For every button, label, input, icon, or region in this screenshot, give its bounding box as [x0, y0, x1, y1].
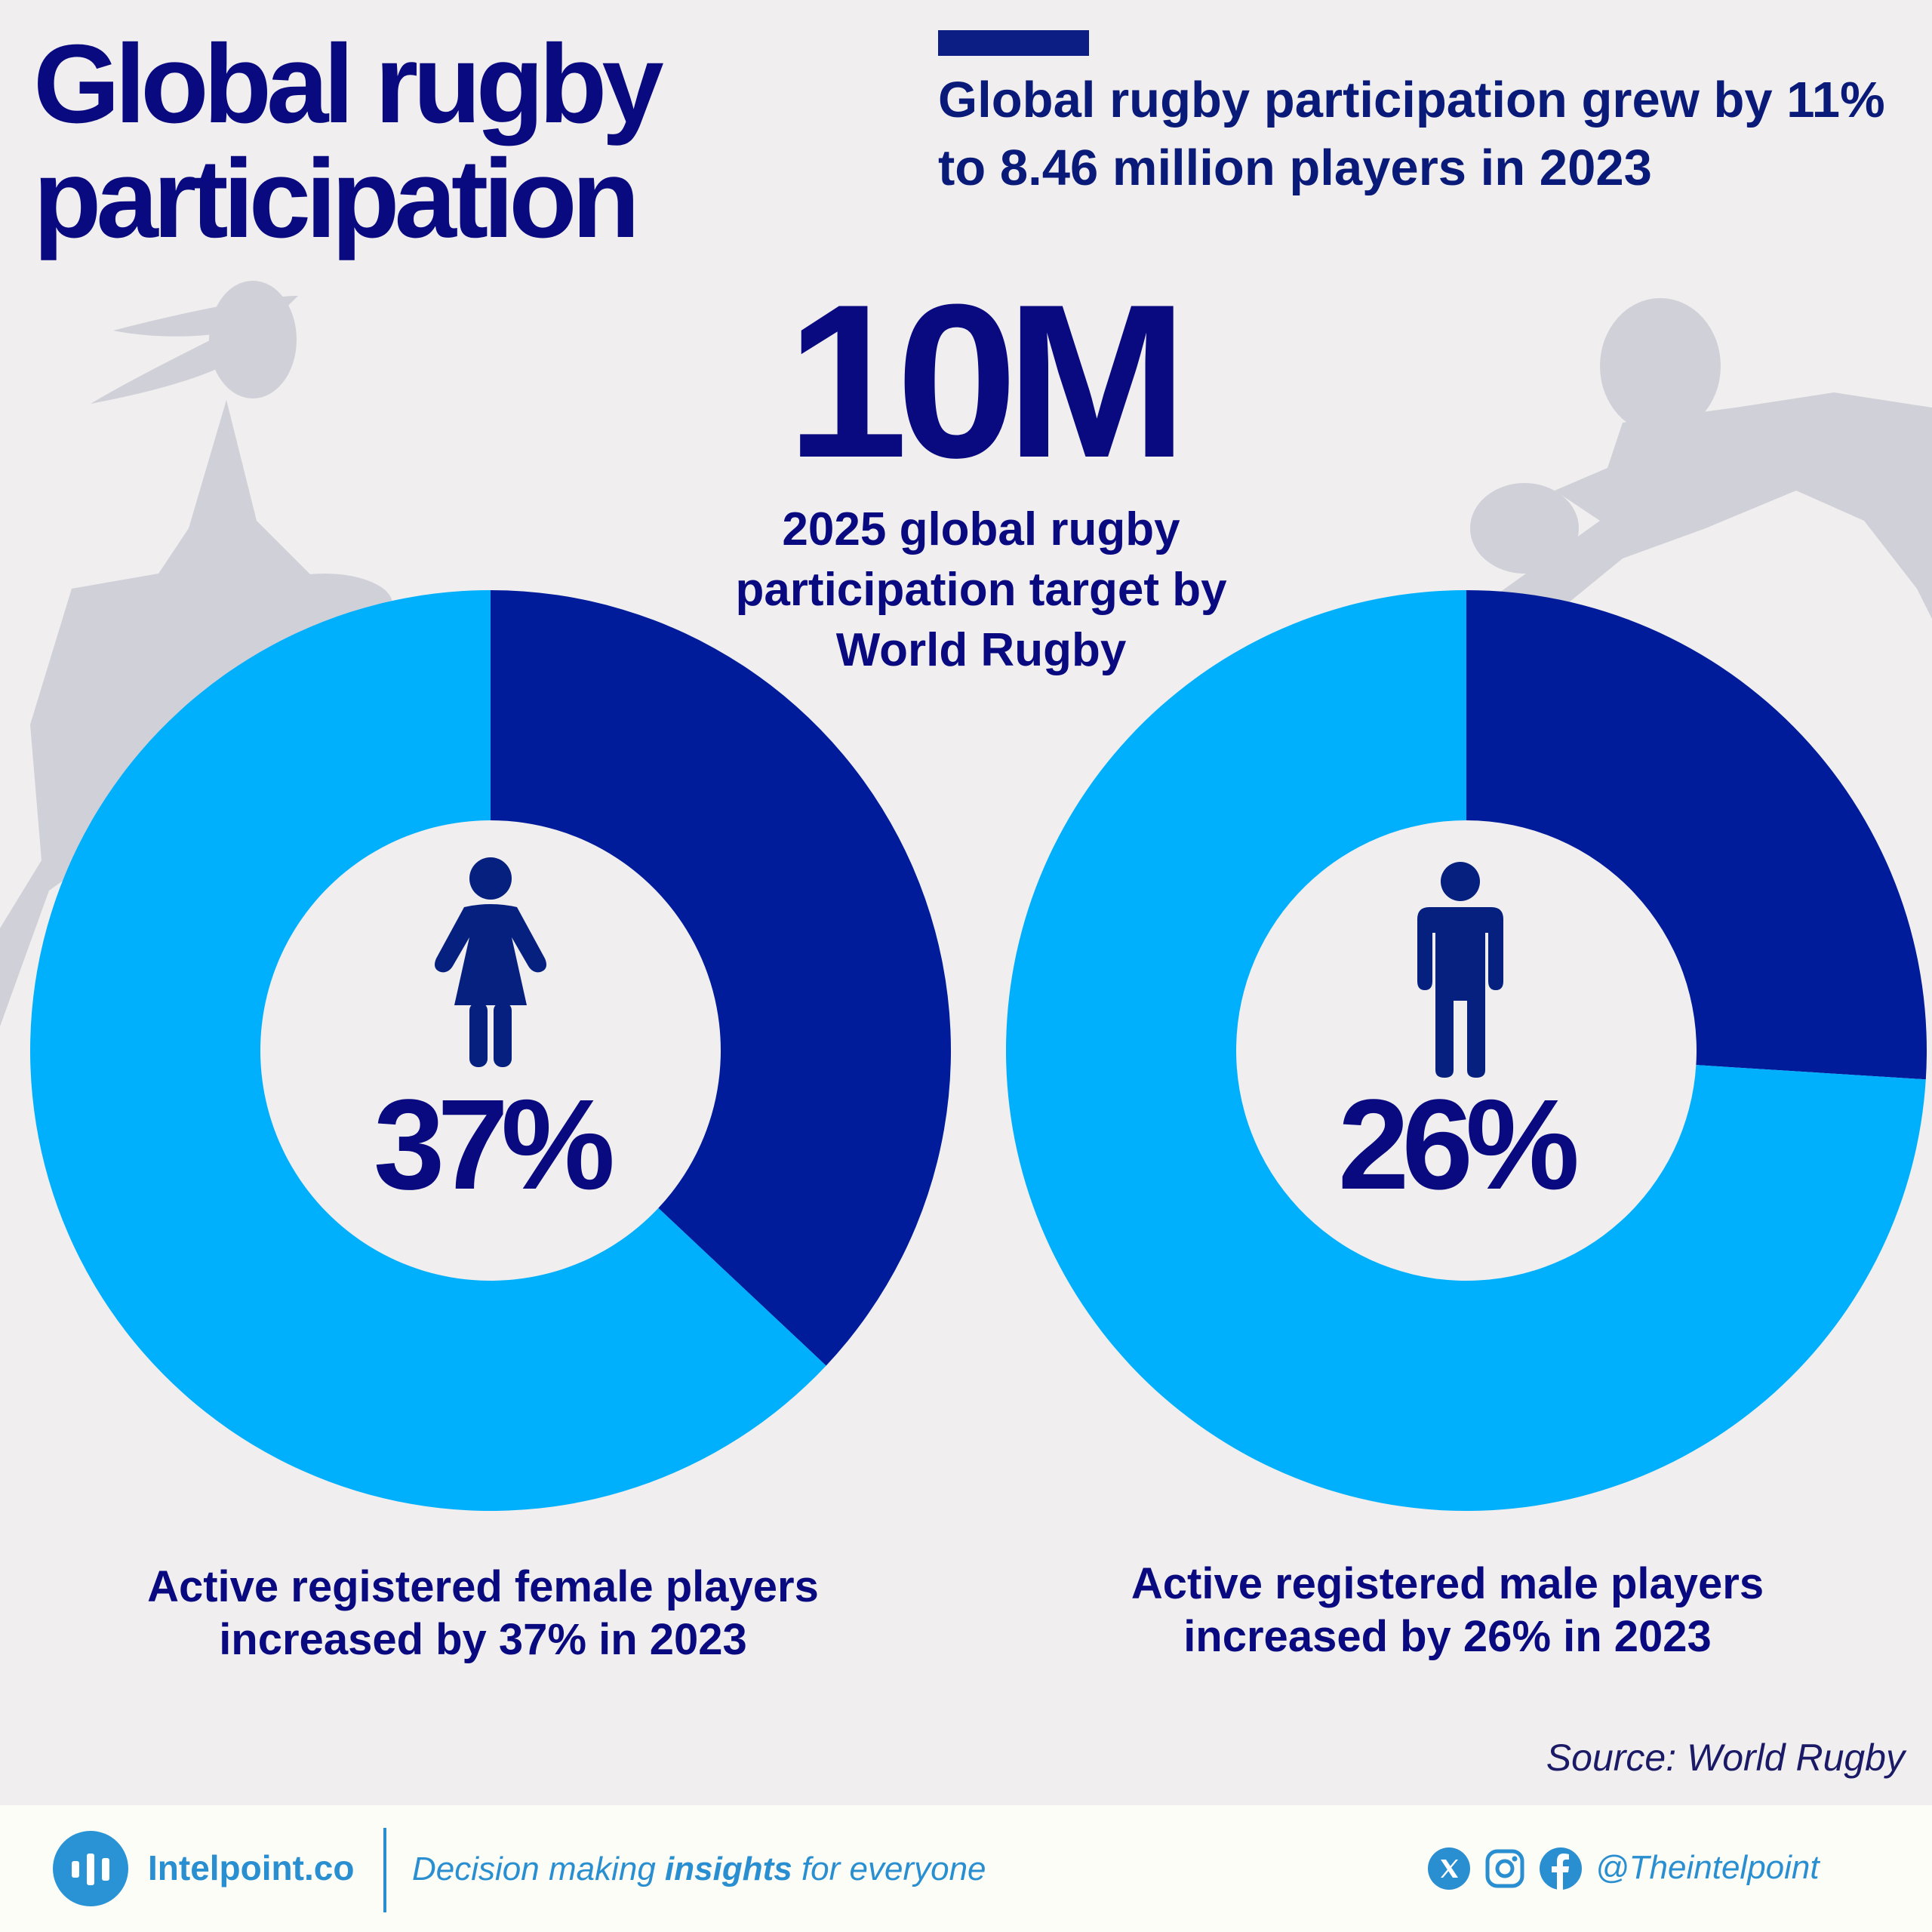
subtitle: Global rugby participation grew by 11% t…: [938, 72, 1885, 196]
title-line-2: participation: [33, 137, 640, 261]
accent-bar: [938, 30, 1089, 56]
female-players-caption: Active registered female players increas…: [60, 1561, 906, 1666]
source-note: Source: World Rugby: [1546, 1737, 1905, 1779]
target-caption-line-2: participation target by: [735, 564, 1227, 616]
social-handle[interactable]: @Theintelpoint: [1595, 1849, 1820, 1886]
male-caption-line-1: Active registered male players: [1131, 1559, 1764, 1608]
page-title: Global rugby participation: [33, 22, 664, 261]
male-players-caption: Active registered male players increased…: [1025, 1558, 1870, 1663]
participation-target-value: 10M: [786, 259, 1188, 503]
female-caption-line-2: increased by 37% in 2023: [219, 1615, 747, 1664]
facebook-icon[interactable]: [1540, 1847, 1582, 1890]
title-line-1: Global rugby: [33, 22, 664, 146]
x-icon[interactable]: [1428, 1847, 1470, 1890]
male-increase-percent: 26%: [1337, 1073, 1580, 1217]
brand-name[interactable]: Intelpoint.co: [148, 1848, 355, 1887]
tagline-start: Decision making: [412, 1850, 666, 1887]
male-caption-line-2: increased by 26% in 2023: [1183, 1612, 1712, 1661]
tagline-emphasis: insights: [665, 1850, 792, 1887]
female-caption-line-1: Active registered female players: [147, 1562, 819, 1611]
footer: Intelpoint.co Decision making insights f…: [0, 1805, 1932, 1932]
female-increase-segment: [491, 590, 951, 1366]
female-person-icon: [435, 857, 546, 1067]
intelpoint-logo-icon[interactable]: [53, 1831, 128, 1906]
instagram-icon[interactable]: [1484, 1847, 1526, 1890]
participation-target-caption: 2025 global rugby participation target b…: [664, 500, 1298, 681]
footer-divider: [383, 1828, 386, 1912]
target-caption-line-3: World Rugby: [835, 624, 1127, 676]
tagline-end: for everyone: [792, 1850, 986, 1887]
male-player-silhouette: [1470, 298, 1932, 626]
female-player-silhouette: [0, 281, 392, 1026]
male-person-icon: [1417, 862, 1503, 1078]
tagline: Decision making insights for everyone: [412, 1850, 986, 1888]
female-increase-percent: 37%: [373, 1073, 615, 1217]
target-caption-line-1: 2025 global rugby: [782, 503, 1180, 555]
male-increase-segment: [1466, 590, 1927, 1080]
female-remainder-segment: [30, 590, 826, 1511]
male-remainder-segment: [1006, 590, 1926, 1512]
